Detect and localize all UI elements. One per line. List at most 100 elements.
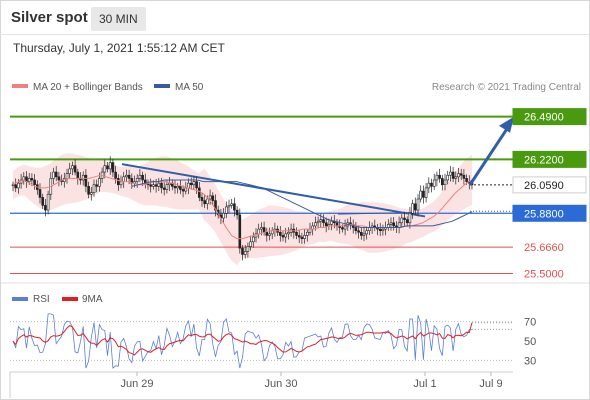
candle [179, 180, 182, 195]
bollinger-legend-label: MA 20 + Bollinger Bands [33, 82, 143, 93]
candle-body [462, 174, 466, 179]
candle-body [117, 178, 120, 186]
candle-body [214, 200, 217, 211]
candle-body [389, 222, 393, 225]
candle-body [54, 171, 58, 178]
candle [303, 229, 306, 244]
candle [457, 168, 460, 183]
candle-body [108, 162, 112, 170]
current-level-tag: 26.0590 [512, 176, 587, 194]
rsi-legend: RSI 9MA [12, 294, 103, 305]
candle-body [319, 219, 323, 222]
candle-body [135, 178, 139, 182]
candle [295, 227, 298, 240]
candle-body [451, 171, 455, 179]
candle-body [465, 178, 468, 182]
candle-body [114, 171, 117, 179]
candle-body [416, 198, 420, 211]
candle [449, 166, 452, 182]
candle-body [443, 179, 447, 186]
candle [11, 181, 15, 192]
candle-body [235, 209, 239, 216]
interval-badge[interactable]: 30 MIN [91, 7, 146, 31]
candle-body [316, 220, 320, 224]
minor-level-tag: 25.6660 [524, 242, 564, 254]
candle-body [152, 184, 155, 187]
candle-body [300, 236, 304, 239]
rsi-ma-line [12, 322, 473, 356]
candle [359, 227, 363, 240]
candle-body [38, 189, 42, 198]
candle-body [419, 190, 423, 200]
price-legend: MA 20 + Bollinger Bands MA 50 [12, 82, 204, 93]
time-tick-label: Jul 1 [413, 378, 436, 390]
candle-body [90, 192, 93, 195]
candle-body [222, 212, 225, 219]
candle-body [33, 179, 36, 186]
candle-body [87, 186, 90, 195]
candle [249, 235, 252, 251]
trend-lines [121, 163, 426, 218]
candle-body [81, 174, 85, 181]
candle [192, 176, 196, 190]
candle [149, 178, 152, 193]
resistance-level-tag: 26.2200 [512, 150, 587, 168]
candle [265, 227, 269, 242]
candle-body [165, 184, 169, 190]
candle-body [246, 246, 250, 252]
candle-body [103, 165, 107, 173]
candle [200, 193, 204, 207]
candle-body [262, 227, 266, 233]
candle-body [227, 205, 231, 208]
candle-body [173, 186, 177, 189]
candle [435, 171, 439, 187]
candle [343, 219, 347, 236]
rsi-panel: 70 50 30 [10, 313, 536, 369]
candle [233, 197, 236, 217]
candle [235, 206, 239, 220]
candle [438, 168, 441, 183]
candle-body [295, 231, 298, 236]
candle-body [14, 184, 17, 189]
candle [424, 182, 428, 203]
candle-body [392, 222, 396, 227]
candle [241, 244, 244, 261]
candle [111, 159, 115, 178]
candle-body [192, 181, 196, 186]
candle-body [154, 184, 158, 187]
rsi-tick-label: 30 [524, 355, 536, 367]
candle [214, 194, 217, 217]
candle [173, 180, 177, 194]
candle [103, 159, 107, 179]
level-tag-bg [512, 204, 587, 222]
candle-body [284, 233, 288, 238]
candle [208, 189, 212, 205]
candle-body [98, 178, 101, 187]
candle [243, 244, 247, 259]
candle [330, 216, 333, 231]
candle [446, 170, 450, 185]
chart-header: Silver spot 30 MIN [0, 0, 590, 35]
candle-body [427, 182, 431, 189]
candle-body [211, 195, 215, 201]
candle [268, 227, 271, 241]
candle-body [305, 231, 309, 236]
candle [92, 179, 96, 197]
candle [41, 193, 45, 210]
forecast-arrow-shaft [468, 127, 509, 186]
candle [95, 179, 98, 193]
candle [381, 224, 385, 236]
candle-body [233, 203, 236, 211]
candle-body [57, 176, 61, 181]
candle [362, 227, 366, 242]
candle [211, 192, 215, 205]
candle-body [162, 187, 166, 190]
candle [84, 169, 88, 193]
candle [87, 181, 90, 199]
candle-body [111, 162, 115, 173]
level-tag-bg [512, 108, 587, 126]
candle-body [397, 222, 401, 228]
price-level-labels: 26.4900 26.2200 26.0590 25.8800 25.6660 25.50… [512, 108, 587, 280]
candle [44, 199, 47, 217]
candle-body [84, 174, 88, 187]
